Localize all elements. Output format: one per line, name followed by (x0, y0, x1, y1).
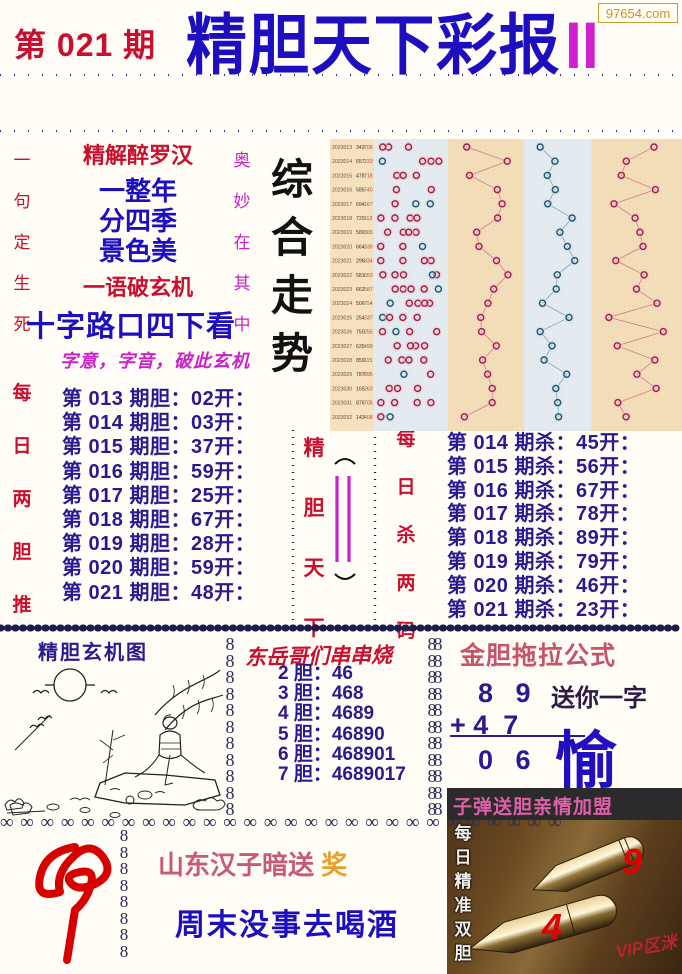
svg-text:653: 653 (364, 273, 373, 279)
svg-text:263: 263 (364, 386, 373, 392)
svg-text:2023016: 2023016 (332, 188, 352, 194)
svg-text:2023020: 2023020 (332, 244, 352, 250)
svg-text:2023015: 2023015 (332, 173, 352, 179)
svg-text:113: 113 (364, 216, 372, 222)
svg-text:895: 895 (364, 372, 373, 378)
svg-text:2023025: 2023025 (332, 315, 352, 321)
svg-text:2023028: 2023028 (332, 358, 352, 364)
svg-text:587: 587 (364, 287, 373, 293)
svg-text:2023026: 2023026 (332, 330, 352, 336)
svg-text:740: 740 (364, 188, 373, 194)
svg-text:499: 499 (364, 344, 373, 350)
svg-text:2023019: 2023019 (332, 230, 352, 236)
svg-text:2023031: 2023031 (332, 401, 352, 407)
svg-text:2023029: 2023029 (332, 372, 352, 378)
svg-text:2023024: 2023024 (332, 301, 352, 307)
svg-text:754: 754 (364, 301, 373, 307)
svg-text:408: 408 (364, 415, 373, 421)
svg-text:337: 337 (364, 315, 373, 321)
svg-text:706: 706 (364, 145, 373, 151)
svg-text:2023021: 2023021 (332, 259, 352, 265)
svg-text:339: 339 (364, 244, 373, 250)
svg-text:2023017: 2023017 (332, 202, 352, 208)
svg-text:2023013: 2023013 (332, 145, 352, 151)
svg-text:233: 233 (364, 159, 373, 165)
svg-text:167: 167 (364, 202, 373, 208)
svg-text:2023018: 2023018 (332, 216, 352, 222)
svg-text:2023030: 2023030 (332, 386, 352, 392)
svg-text:365: 365 (364, 230, 373, 236)
svg-text:115: 115 (364, 358, 372, 364)
svg-text:834: 834 (364, 259, 373, 265)
svg-text:705: 705 (364, 401, 373, 407)
svg-text:2023022: 2023022 (332, 273, 352, 279)
svg-text:2023027: 2023027 (332, 344, 352, 350)
svg-text:2023014: 2023014 (332, 159, 352, 165)
svg-text:2023023: 2023023 (332, 287, 352, 293)
svg-text:255: 255 (364, 330, 373, 336)
svg-text:718: 718 (364, 173, 373, 179)
svg-text:2023032: 2023032 (332, 415, 352, 421)
